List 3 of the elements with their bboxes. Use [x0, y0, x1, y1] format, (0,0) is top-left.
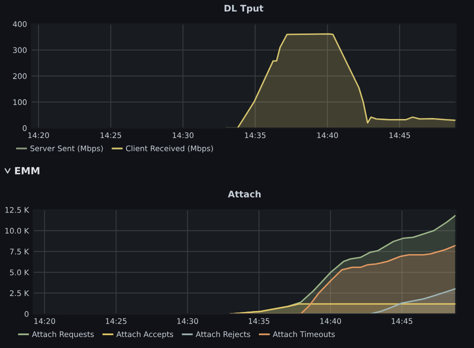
chart-title: Attach: [228, 190, 261, 198]
chart-title: DL Tput: [224, 4, 264, 14]
text: EMM: [15, 167, 40, 174]
